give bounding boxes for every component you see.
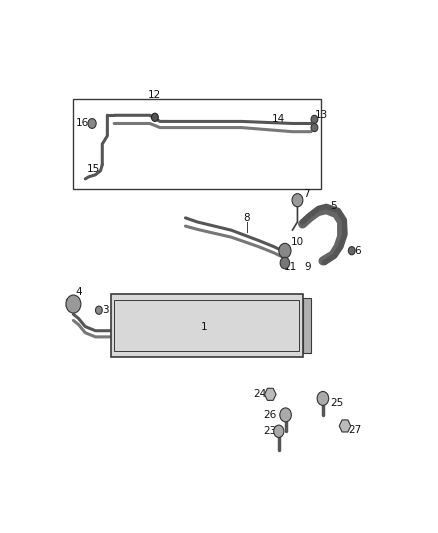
Text: 8: 8 [243,213,250,223]
Bar [111,294,303,358]
Text: 2: 2 [64,299,71,309]
Text: 14: 14 [272,115,286,124]
Text: 11: 11 [284,262,297,272]
Text: 3: 3 [102,305,108,315]
Circle shape [280,408,291,422]
Circle shape [66,295,81,313]
Circle shape [152,113,158,122]
Bar [74,99,321,189]
Text: 26: 26 [264,410,277,420]
Polygon shape [339,420,351,432]
Text: 7: 7 [303,189,309,199]
Text: 9: 9 [304,262,311,272]
Text: 24: 24 [254,389,267,399]
Circle shape [280,257,290,269]
Circle shape [274,425,284,438]
Circle shape [317,391,328,406]
Text: 15: 15 [87,164,100,174]
Text: 6: 6 [354,246,361,256]
Text: 25: 25 [330,398,343,408]
Circle shape [88,118,96,128]
Text: 16: 16 [76,118,89,128]
Circle shape [95,306,102,314]
Text: 4: 4 [75,287,82,297]
Text: 1: 1 [201,321,208,332]
Bar [114,300,299,351]
Text: 13: 13 [315,110,328,120]
Text: 27: 27 [349,425,362,435]
Polygon shape [265,389,276,400]
Circle shape [292,193,303,207]
Circle shape [311,124,318,132]
Text: 10: 10 [291,238,304,247]
Circle shape [311,115,318,124]
Text: 5: 5 [330,200,336,211]
Text: 12: 12 [148,90,162,100]
Text: 23: 23 [264,426,277,437]
Circle shape [279,243,291,258]
Circle shape [348,247,355,255]
Bar [303,298,311,353]
